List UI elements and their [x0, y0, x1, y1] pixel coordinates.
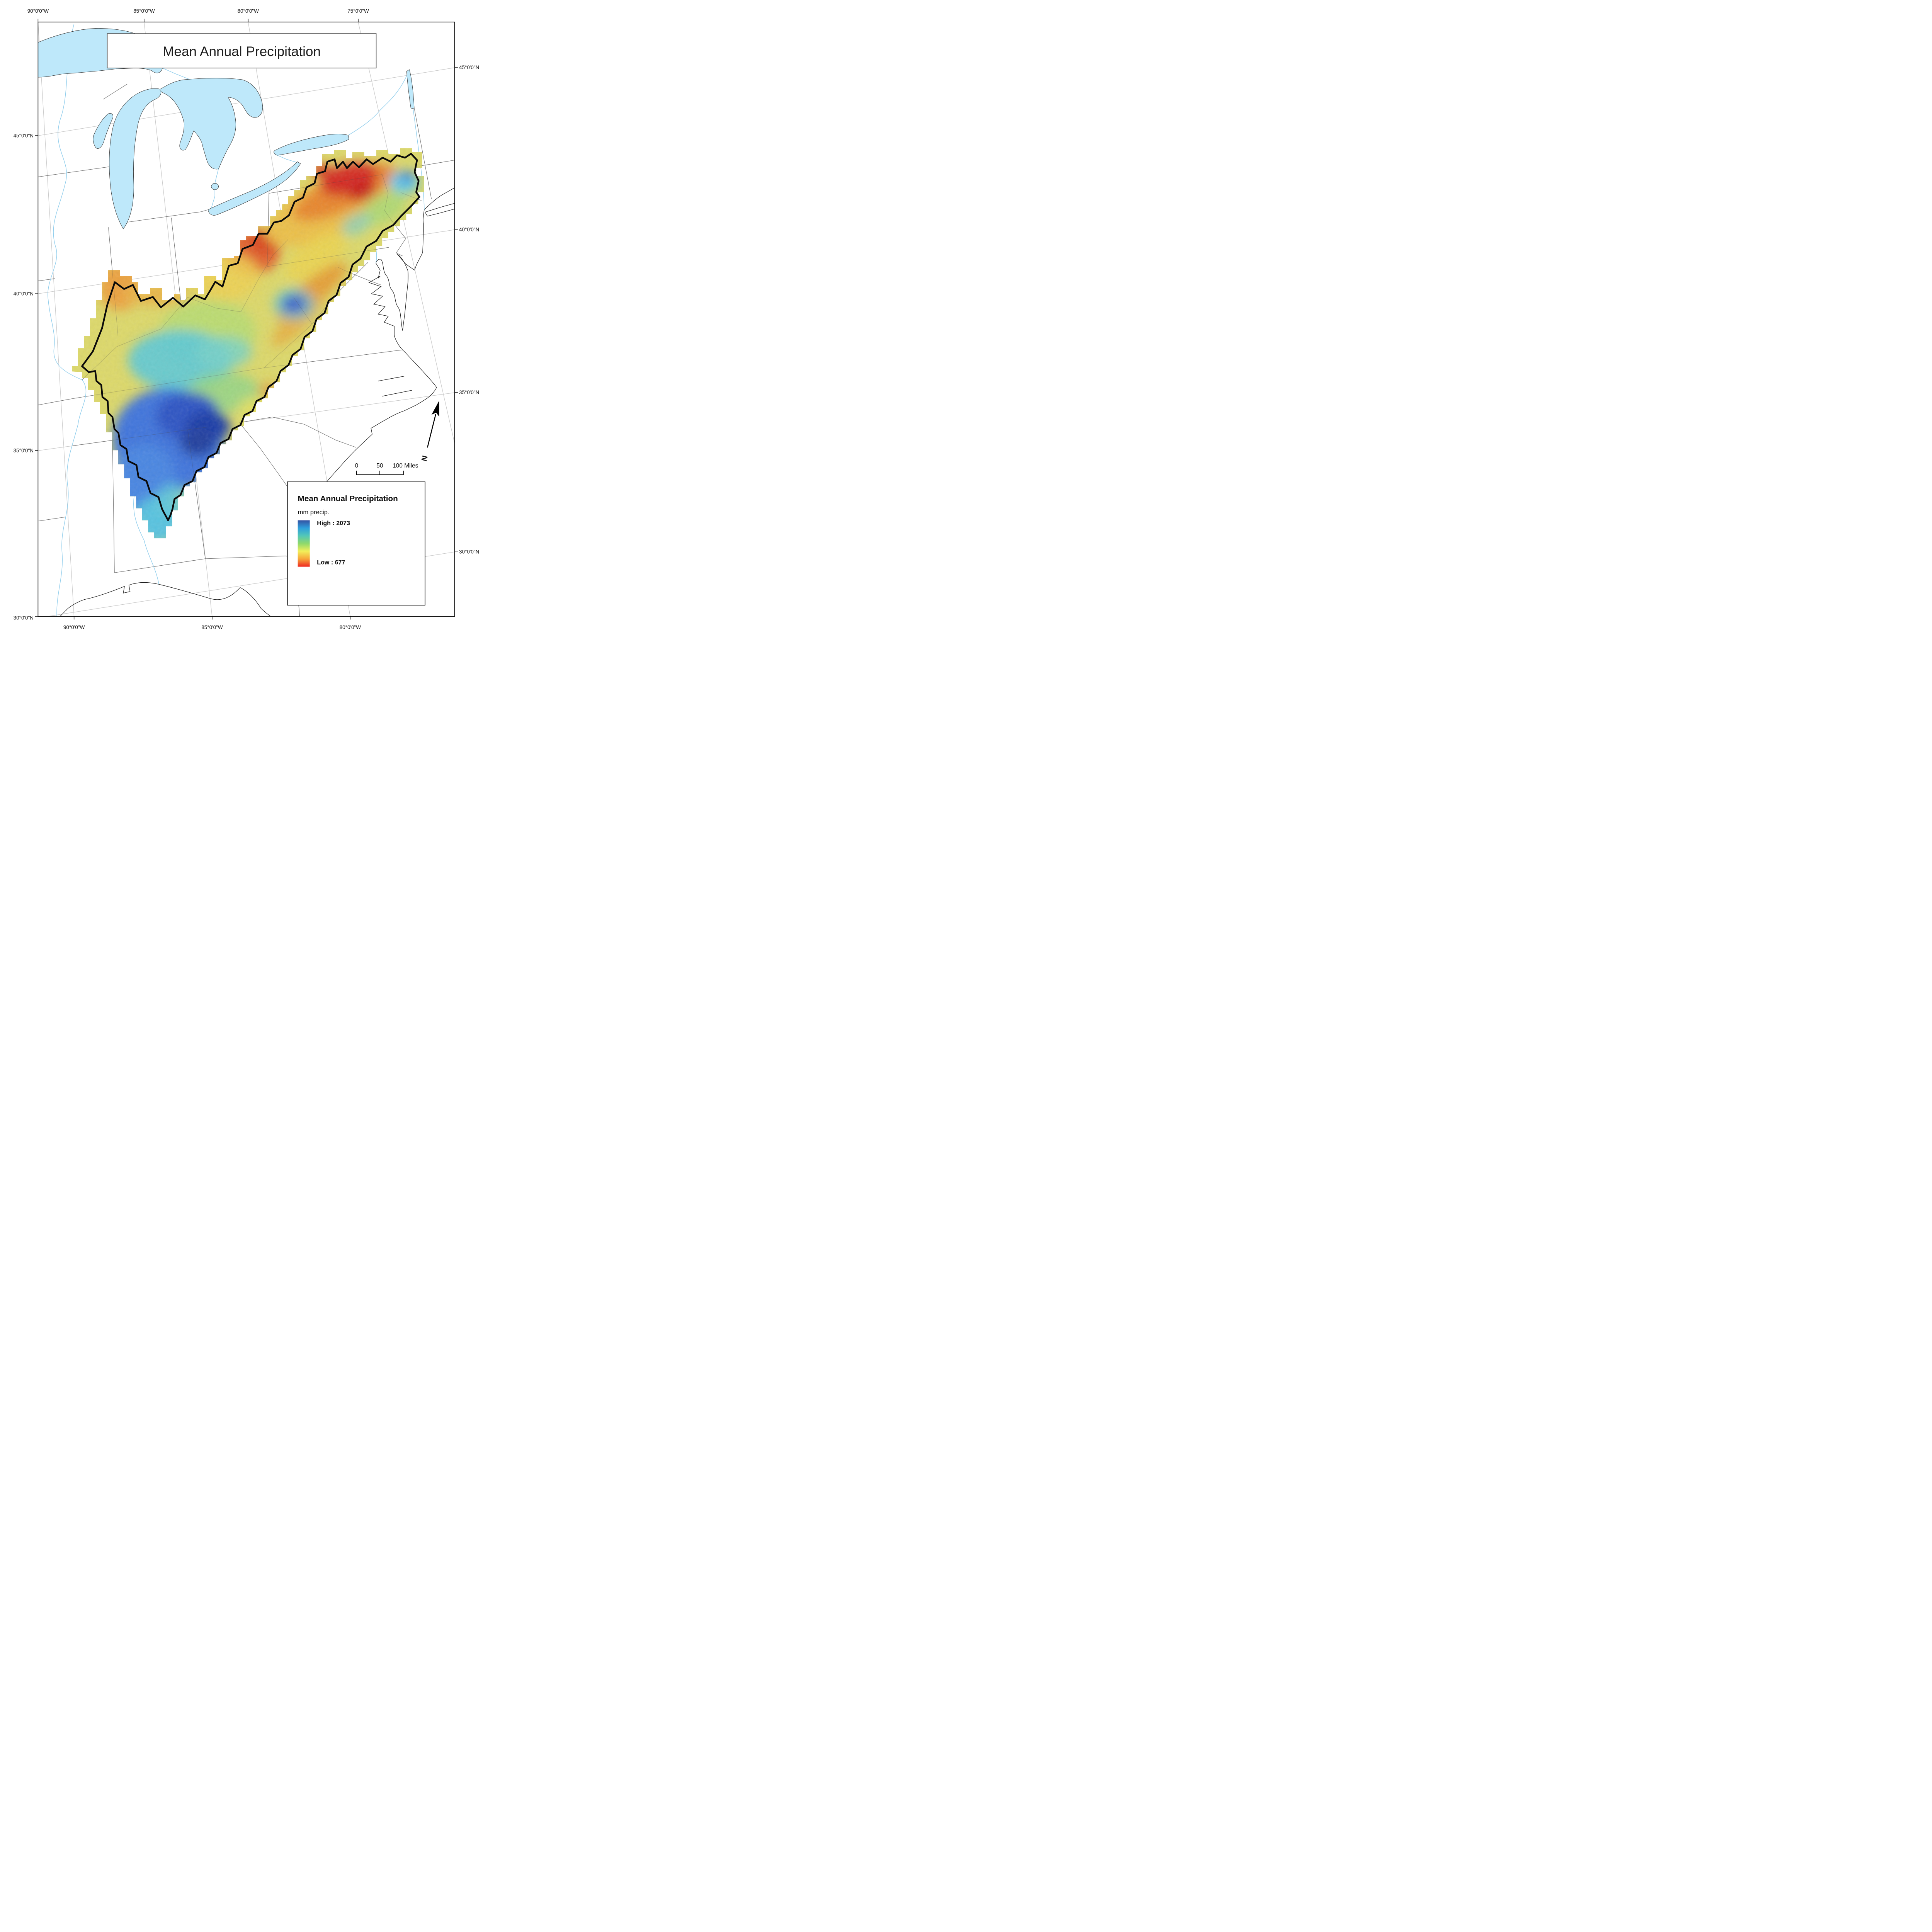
scale-bar: 0 50 100 Miles — [355, 463, 418, 475]
title-box: Mean Annual Precipitation — [107, 33, 377, 68]
graticule-label-bottom-0: 90°0'0"W — [63, 624, 85, 630]
study-area-boundary — [81, 153, 420, 521]
lake-champlain — [406, 69, 415, 109]
legend-high-label: High : 2073 — [317, 520, 350, 527]
map-title: Mean Annual Precipitation — [163, 44, 321, 59]
graticule-label-top-3: 75°0'0"W — [347, 8, 369, 14]
lake-st-clair — [211, 183, 219, 190]
graticule-label-top-1: 85°0'0"W — [133, 8, 155, 14]
legend-box: Mean Annual Precipitation mm precip. Hig… — [287, 481, 425, 605]
legend-units-label: mm precip. — [298, 509, 330, 516]
north-arrow: N — [420, 401, 439, 462]
graticule-labels: 90°0'0"W 85°0'0"W 80°0'0"W 75°0'0"W 90°0… — [14, 8, 480, 630]
scale-label-50: 50 — [376, 463, 383, 469]
map-frame — [37, 22, 455, 617]
legend-color-ramp — [298, 520, 310, 567]
graticule-label-top-2: 80°0'0"W — [237, 8, 259, 14]
graticule-label-left-1: 40°0'0"N — [14, 291, 34, 296]
map-page: 90°0'0"W 85°0'0"W 80°0'0"W 75°0'0"W 90°0… — [0, 0, 493, 638]
graticule-label-left-0: 45°0'0"N — [14, 133, 34, 138]
scale-label-0: 0 — [355, 463, 359, 469]
lake-huron — [160, 78, 263, 170]
legend-title: Mean Annual Precipitation — [298, 494, 398, 503]
graticule-label-right-2: 35°0'0"N — [459, 389, 479, 395]
precipitation-map: 90°0'0"W 85°0'0"W 80°0'0"W 75°0'0"W 90°0… — [0, 0, 493, 638]
green-bay — [93, 113, 113, 149]
graticule-label-right-0: 45°0'0"N — [459, 65, 479, 70]
legend-low-label: Low : 677 — [317, 559, 345, 566]
scale-bar-line — [356, 471, 404, 475]
graticule-label-bottom-1: 85°0'0"W — [201, 624, 223, 630]
lake-ontario — [274, 134, 349, 156]
graticule-label-right-3: 30°0'0"N — [459, 549, 479, 554]
graticule-label-left-3: 30°0'0"N — [14, 615, 34, 621]
graticule-label-top-0: 90°0'0"W — [27, 8, 49, 14]
scale-label-100-miles: 100 Miles — [393, 463, 418, 469]
graticule-label-left-2: 35°0'0"N — [14, 447, 34, 453]
lake-erie — [208, 161, 301, 216]
north-arrow-label: N — [420, 455, 429, 462]
graticule-label-bottom-2: 80°0'0"W — [340, 624, 361, 630]
graticule-label-right-1: 40°0'0"N — [459, 227, 479, 233]
graticule-ticks — [35, 19, 458, 620]
